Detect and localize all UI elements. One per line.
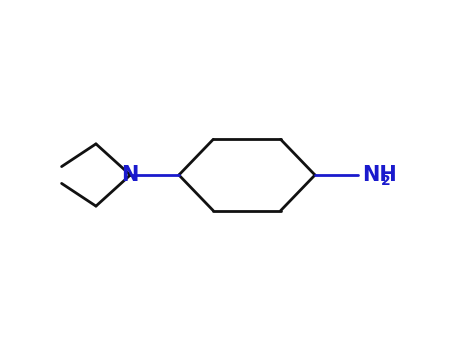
Text: N: N — [121, 165, 139, 185]
Text: NH: NH — [362, 165, 396, 185]
Text: 2: 2 — [381, 175, 391, 189]
